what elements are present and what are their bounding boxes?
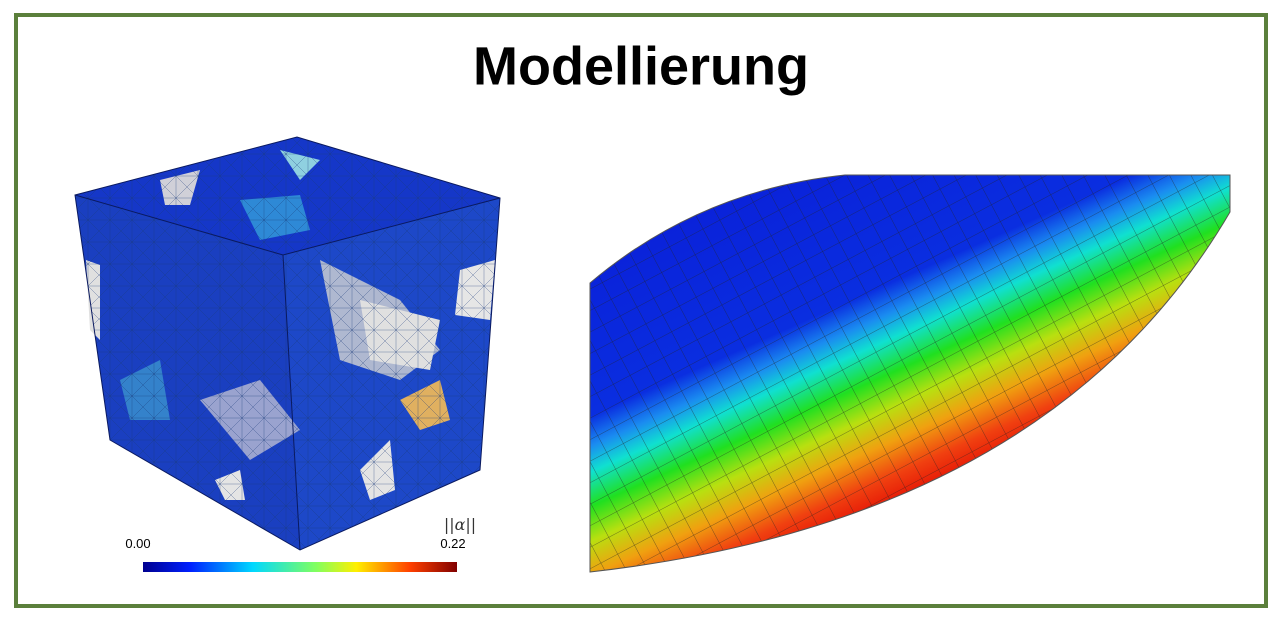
colorbar-max-label: 0.22 <box>440 536 465 551</box>
colorbar: 0.00 0.22 ||α|| <box>125 515 476 572</box>
cube-visualization <box>74 136 501 551</box>
colorbar-min-label: 0.00 <box>125 536 150 551</box>
colorbar-gradient <box>143 562 457 572</box>
colorbar-title: ||α|| <box>444 515 476 534</box>
ring-visualization <box>589 174 1231 573</box>
frame <box>14 13 1268 608</box>
slide-title: Modellierung <box>473 36 809 96</box>
